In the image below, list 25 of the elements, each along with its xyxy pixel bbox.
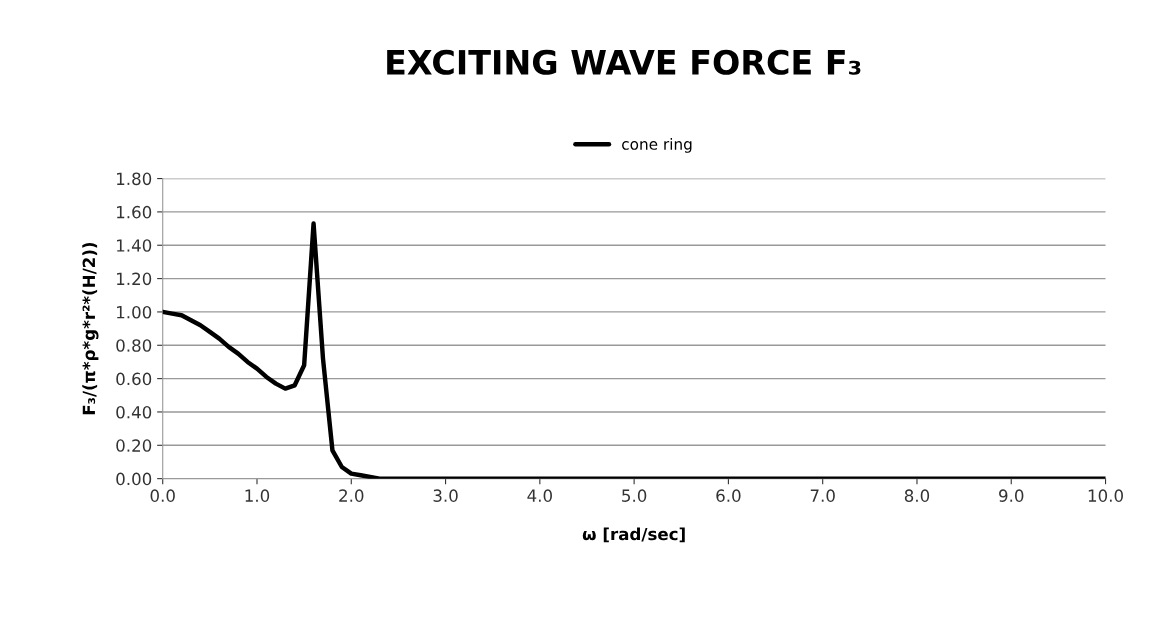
x-tick-label: 4.0 xyxy=(527,489,552,502)
y-tick-label: 0.80 xyxy=(116,339,152,352)
x-tick-label: 8.0 xyxy=(904,489,930,502)
y-tick-label: 0.40 xyxy=(116,405,152,419)
x-tick-label: 9.0 xyxy=(999,489,1024,502)
y-tick-label: 1.80 xyxy=(117,172,152,186)
y-axis-title: F₃/(π*ρ*g*r²*(H/2)) xyxy=(82,242,99,415)
chart-title: EXCITING WAVE FORCE F₃ xyxy=(387,49,861,75)
x-tick-label: 3.0 xyxy=(433,489,458,502)
x-tick-label: 1.0 xyxy=(245,489,270,502)
y-tick-label: 0.60 xyxy=(116,372,152,386)
x-tick-label: 5.0 xyxy=(622,489,647,502)
y-tick-label: 1.40 xyxy=(117,239,152,252)
x-axis-title: ω [rad/sec] xyxy=(582,527,685,543)
y-tick-label: 1.20 xyxy=(117,272,152,286)
y-tick-label: 0.00 xyxy=(116,472,152,486)
y-tick-label: 0.20 xyxy=(116,439,152,452)
x-tick-label: 0.0 xyxy=(150,489,175,502)
y-tick-label: 1.60 xyxy=(117,205,152,219)
x-tick-label: 7.0 xyxy=(810,489,835,502)
x-tick-label: 2.0 xyxy=(339,489,364,502)
y-tick-label: 1.00 xyxy=(117,305,152,319)
legend-label: cone ring xyxy=(622,138,692,153)
x-tick-label: 10.0 xyxy=(1088,489,1123,502)
x-tick-label: 6.0 xyxy=(716,489,741,502)
